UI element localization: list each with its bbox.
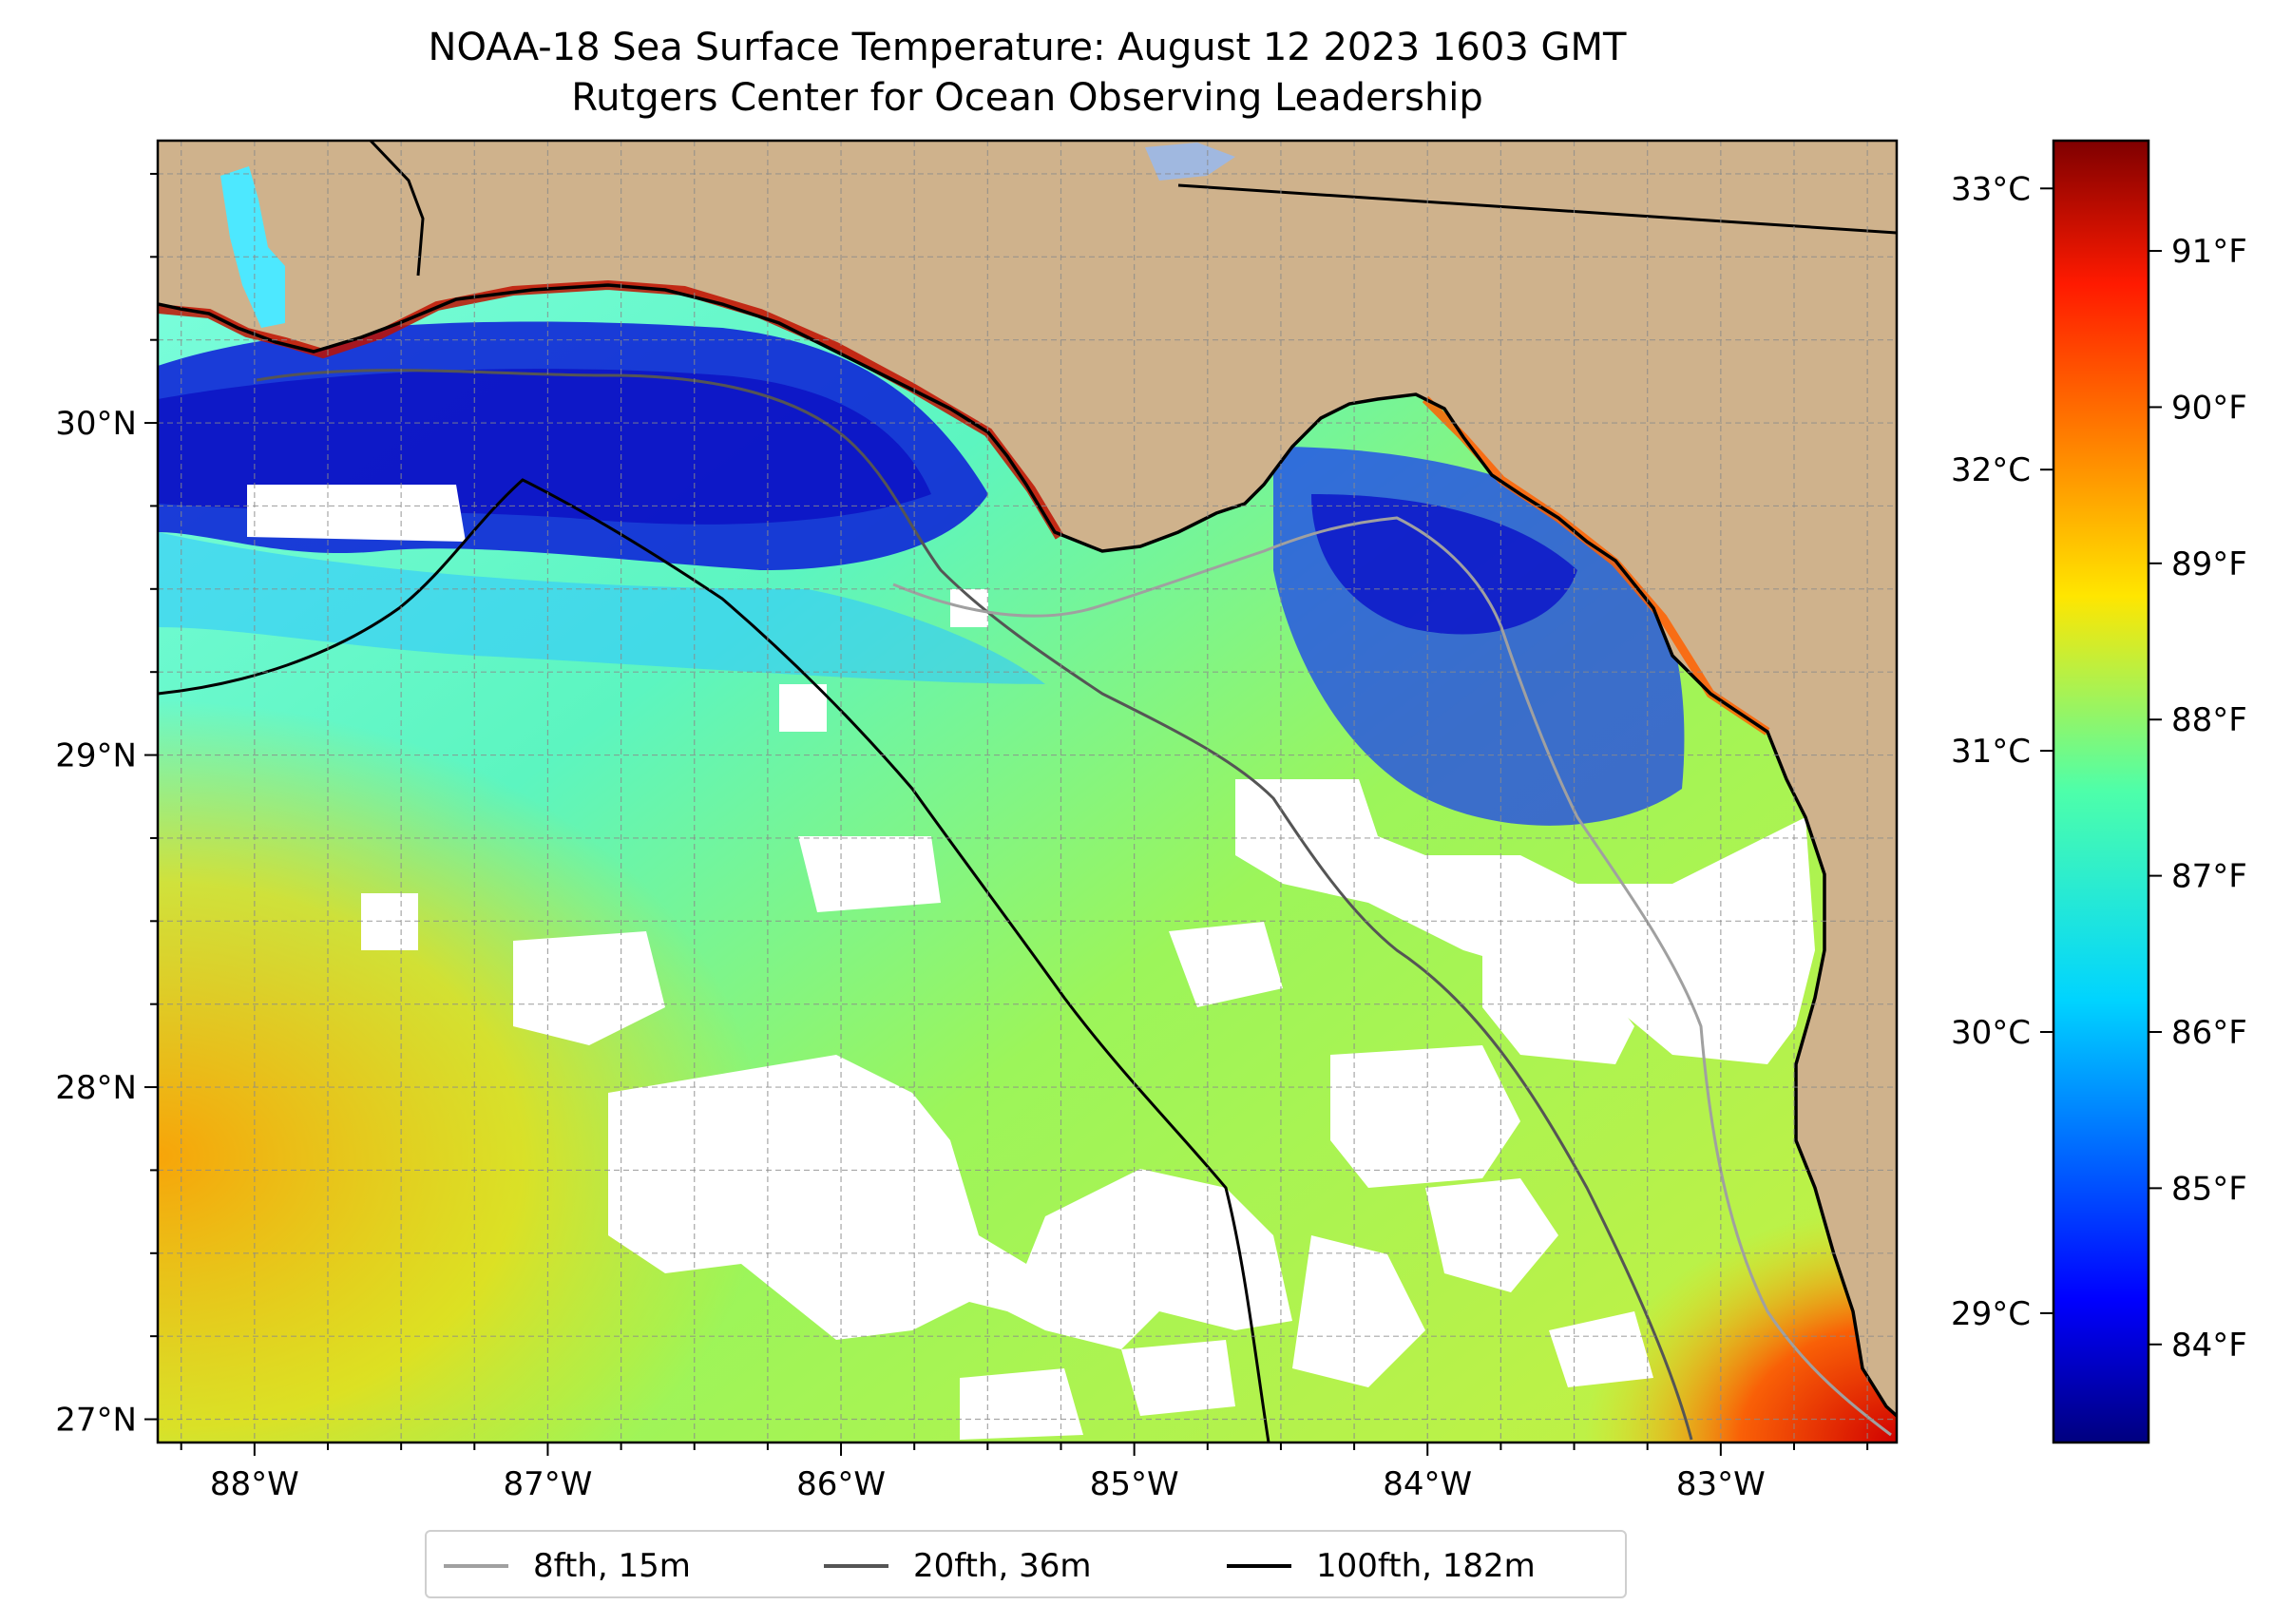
cloud-mask [608, 1055, 1292, 1349]
state-boundary [369, 141, 425, 277]
latitude-tick-label: 27°N [55, 1402, 137, 1440]
legend-label-20fth: 20fth, 36m [913, 1547, 1092, 1585]
cloud-mask [960, 1368, 1083, 1440]
colorbar [2052, 139, 2150, 1444]
cloud-mask [1121, 1340, 1235, 1416]
celsius-scale: 29°C 30°C 31°C 32°C 33°C [1951, 170, 2053, 1333]
cloud-mask [1330, 1045, 1520, 1188]
cloud-mask [798, 836, 941, 912]
legend-item-8fth: 8fth, 15m [444, 1532, 691, 1600]
celsius-tick-label: 30°C [1951, 1014, 2031, 1052]
legend-item-100fth: 100fth, 182m [1227, 1532, 1536, 1600]
longitude-tick-label: 85°W [1090, 1465, 1179, 1503]
map-title: NOAA-18 Sea Surface Temperature: August … [428, 26, 1627, 69]
fahrenheit-tick-label: 87°F [2171, 858, 2247, 896]
cloud-mask [1482, 950, 1634, 1064]
latitude-tick-label: 28°N [55, 1069, 137, 1107]
longitude-tick-label: 83°W [1676, 1465, 1766, 1503]
fahrenheit-tick-label: 84°F [2171, 1327, 2247, 1365]
legend-swatch-8fth [444, 1564, 508, 1568]
longitude-axis: 88°W 87°W 86°W 85°W 84°W 83°W [180, 1442, 1869, 1503]
coastline [158, 283, 1897, 1418]
fahrenheit-tick-label: 88°F [2171, 701, 2247, 739]
fahrenheit-tick-label: 91°F [2171, 233, 2247, 271]
latitude-axis: 27°N 28°N 29°N 30°N [55, 172, 158, 1440]
longitude-tick-label: 84°W [1383, 1465, 1472, 1503]
fahrenheit-tick-label: 90°F [2171, 389, 2247, 427]
isobath-100fth [158, 478, 1270, 1442]
cloud-mask [1235, 779, 1815, 1064]
isobath-20fth [256, 369, 1693, 1441]
land-mask [158, 141, 1897, 1416]
legend-swatch-100fth [1227, 1564, 1291, 1568]
cloud-mask [1292, 1235, 1425, 1387]
celsius-tick-label: 32°C [1951, 451, 2031, 489]
celsius-tick-label: 31°C [1951, 733, 2031, 771]
fahrenheit-tick-label: 85°F [2171, 1170, 2247, 1208]
map-panel [158, 141, 1897, 1442]
cloud-mask [779, 684, 827, 732]
cold-core-big-bend [1311, 494, 1577, 635]
longitude-tick-label: 87°W [503, 1465, 592, 1503]
longitude-tick-label: 86°W [796, 1465, 886, 1503]
fahrenheit-scale: 84°F 85°F 86°F 87°F 88°F 89°F 90°F 91°F [2149, 233, 2247, 1365]
cloud-mask [361, 893, 418, 950]
latitude-tick-label: 29°N [55, 737, 137, 775]
celsius-tick-label: 33°C [1951, 170, 2031, 208]
cloud-mask [1549, 1311, 1653, 1387]
fahrenheit-tick-label: 86°F [2171, 1014, 2247, 1052]
map-frame [156, 139, 1899, 1444]
cloud-mask [513, 931, 665, 1045]
cloud-mask [1425, 1178, 1558, 1292]
latitude-tick-label: 30°N [55, 405, 137, 443]
mobile-bay-water [220, 166, 285, 328]
map-subtitle: Rutgers Center for Ocean Observing Leade… [571, 76, 1483, 120]
isobath-legend: 8fth, 15m 20fth, 36m 100fth, 182m [425, 1530, 1627, 1598]
longitude-tick-label: 88°W [210, 1465, 299, 1503]
map-grid [158, 141, 1897, 1442]
cloud-mask [1169, 922, 1283, 1007]
transition-band [158, 532, 1045, 684]
legend-label-8fth: 8fth, 15m [533, 1547, 691, 1585]
inland-lake [1145, 143, 1235, 181]
isobath-8fth [892, 516, 1892, 1437]
fahrenheit-tick-label: 89°F [2171, 545, 2247, 583]
legend-swatch-20fth [824, 1564, 888, 1568]
state-boundary [1177, 183, 1897, 235]
celsius-tick-label: 29°C [1951, 1295, 2031, 1333]
legend-label-100fth: 100fth, 182m [1316, 1547, 1536, 1585]
legend-item-20fth: 20fth, 36m [824, 1532, 1092, 1600]
cloud-mask [247, 485, 466, 542]
